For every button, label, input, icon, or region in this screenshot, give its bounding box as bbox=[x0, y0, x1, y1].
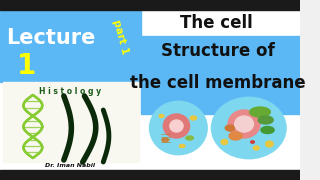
Ellipse shape bbox=[225, 125, 235, 131]
Text: part 1: part 1 bbox=[111, 18, 130, 55]
Ellipse shape bbox=[251, 141, 254, 143]
Bar bbox=[0, 10, 300, 170]
Bar bbox=[141, 36, 300, 114]
Bar bbox=[0, 10, 141, 82]
Bar bbox=[3, 82, 139, 162]
Bar bbox=[0, 170, 300, 180]
Text: 1: 1 bbox=[17, 52, 36, 80]
Text: The cell: The cell bbox=[180, 14, 252, 32]
Ellipse shape bbox=[258, 116, 273, 124]
Ellipse shape bbox=[229, 132, 242, 140]
Ellipse shape bbox=[250, 107, 270, 117]
Text: the cell membrane: the cell membrane bbox=[130, 74, 306, 92]
Ellipse shape bbox=[170, 120, 183, 132]
Ellipse shape bbox=[235, 116, 253, 132]
Ellipse shape bbox=[159, 114, 164, 118]
Text: H i s t o l o g y: H i s t o l o g y bbox=[39, 87, 101, 96]
Ellipse shape bbox=[221, 140, 228, 145]
Text: Dr. Iman Nabil: Dr. Iman Nabil bbox=[45, 163, 95, 168]
Bar bbox=[0, 0, 300, 10]
Ellipse shape bbox=[266, 141, 273, 147]
Ellipse shape bbox=[190, 116, 197, 120]
Text: Structure of: Structure of bbox=[161, 42, 275, 60]
Ellipse shape bbox=[163, 114, 190, 138]
Ellipse shape bbox=[212, 98, 285, 158]
Ellipse shape bbox=[179, 145, 185, 147]
Ellipse shape bbox=[186, 136, 193, 140]
Ellipse shape bbox=[162, 138, 169, 142]
Ellipse shape bbox=[261, 127, 274, 134]
Ellipse shape bbox=[253, 146, 259, 150]
Ellipse shape bbox=[150, 102, 206, 154]
Text: Lecture: Lecture bbox=[6, 28, 95, 48]
Ellipse shape bbox=[228, 110, 260, 138]
